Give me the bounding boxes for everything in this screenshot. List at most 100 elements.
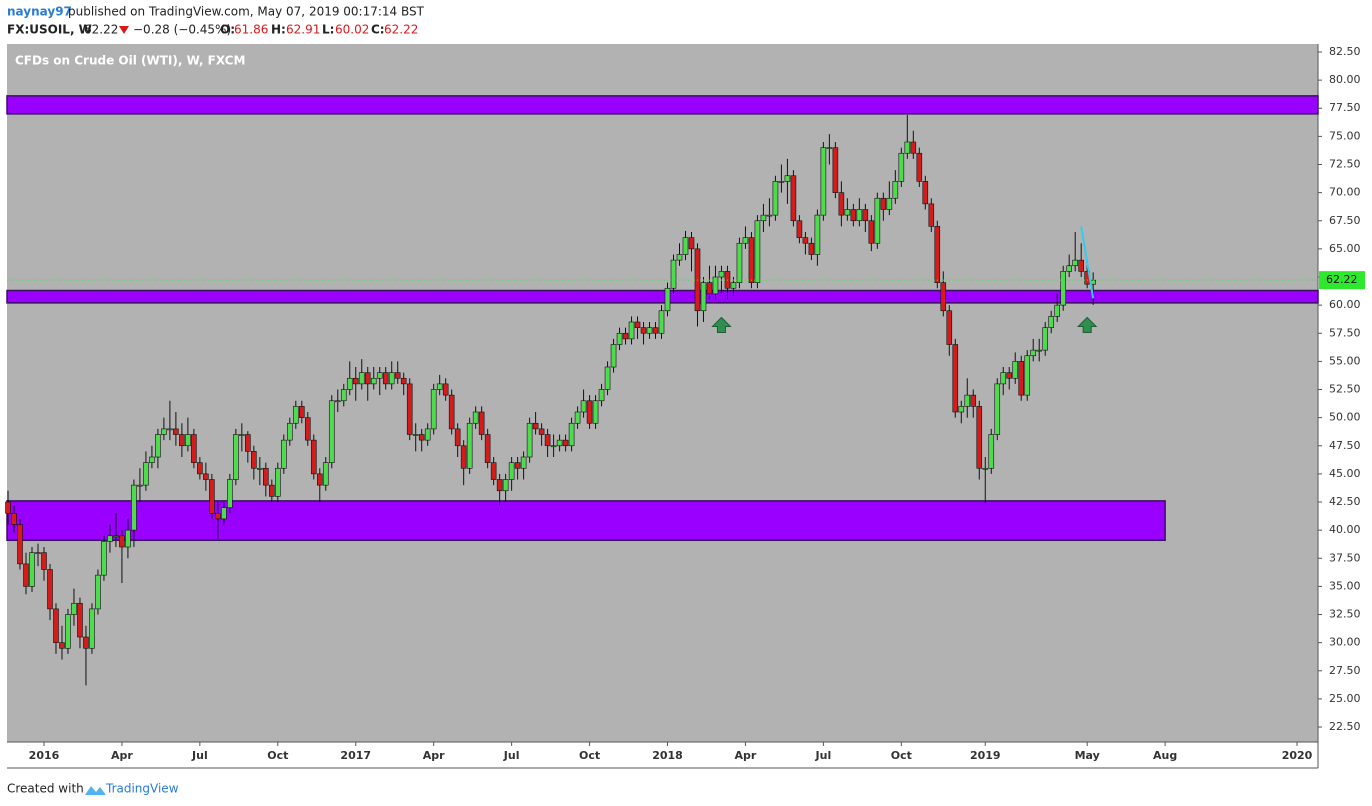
candle-body (65, 614, 71, 649)
candle-body (556, 439, 563, 447)
candle-body (47, 569, 53, 610)
candle-body (784, 175, 791, 182)
candle-body (814, 214, 821, 255)
o-label: O: (220, 23, 235, 37)
x-tick-label: 2018 (652, 749, 683, 762)
candle-body (922, 181, 929, 205)
candle-body (263, 467, 269, 486)
y-tick-label: 30.00 (1329, 636, 1361, 649)
y-tick-label: 32.50 (1329, 608, 1361, 621)
candle-body (532, 422, 539, 430)
candle-body (544, 434, 551, 447)
candle-body (5, 501, 11, 514)
candle-body (340, 389, 347, 402)
candle-body (928, 203, 935, 227)
candle-body (916, 152, 923, 182)
candle-body (628, 321, 635, 340)
x-tick-label: Jul (191, 749, 208, 762)
candle-body (125, 529, 131, 548)
candle-body (580, 400, 587, 413)
candle-body (772, 181, 779, 216)
candle-body (958, 406, 965, 413)
candle-body (227, 479, 233, 508)
zone (6, 500, 1166, 542)
x-tick-label: Oct (891, 749, 912, 762)
candle-body (502, 479, 509, 492)
y-tick-label: 40.00 (1329, 523, 1361, 536)
candle-body (988, 434, 995, 469)
y-tick-label: 52.50 (1329, 383, 1361, 396)
candle-body (203, 473, 209, 480)
x-tick-label: May (1075, 749, 1100, 762)
y-tick-label: 65.00 (1329, 242, 1361, 255)
x-tick-label: Oct (267, 749, 288, 762)
candle-body (898, 152, 905, 182)
candle-body (454, 428, 461, 447)
candle-body (209, 479, 215, 514)
candle-body (538, 428, 545, 435)
candle-body (718, 271, 725, 278)
created-with: Created with (7, 782, 84, 796)
candle-body (1054, 304, 1061, 317)
chart-title: CFDs on Crude Oil (WTI), W, FXCM (15, 54, 245, 68)
candle-body (478, 411, 485, 435)
candle-body (682, 237, 689, 255)
candle-body (424, 428, 431, 441)
candle-body (382, 372, 389, 385)
candle-body (233, 434, 239, 480)
candle-body (322, 462, 329, 486)
candle-body (292, 406, 299, 424)
candle-body (976, 406, 983, 469)
candle-body (304, 417, 311, 441)
h-label: H: (271, 23, 286, 37)
candle-body (1060, 271, 1066, 306)
candle-body (982, 467, 989, 470)
candle-body (436, 383, 443, 390)
candle-body (730, 282, 737, 289)
candle-body (1024, 355, 1031, 396)
y-tick-label: 80.00 (1329, 73, 1361, 86)
candle-body (1078, 259, 1084, 272)
candle-body (245, 434, 251, 452)
candle-body (149, 456, 155, 463)
candle-body (137, 484, 143, 487)
candle-body (856, 209, 863, 222)
y-tick-label: 70.00 (1329, 186, 1361, 199)
author[interactable]: naynay97 (7, 5, 72, 19)
x-tick-label: Aug (1153, 749, 1177, 762)
candle-body (796, 220, 803, 238)
candle-body (376, 372, 383, 379)
x-tick-label: Apr (111, 749, 133, 762)
candle-body (1072, 259, 1078, 267)
candle-body (802, 237, 809, 244)
candle-body (71, 602, 77, 615)
candle-body (1012, 361, 1019, 379)
y-tick-label: 22.50 (1329, 720, 1361, 733)
candle-body (952, 344, 959, 413)
candle-body (940, 282, 947, 312)
x-tick-label: Oct (579, 749, 600, 762)
candle-body (442, 383, 449, 396)
y-tick-label: 25.00 (1329, 692, 1361, 705)
candle-body (994, 383, 1001, 435)
candle-body (1066, 265, 1072, 272)
candle-body (904, 141, 911, 154)
brand[interactable]: TradingView (105, 782, 179, 796)
x-tick-label: 2019 (970, 749, 1001, 762)
candle-body (742, 237, 749, 244)
candle-body (562, 439, 569, 447)
candle-body (370, 377, 377, 385)
last-price-box (1319, 271, 1365, 290)
candle-body (838, 192, 845, 216)
x-tick-label: Jul (815, 749, 832, 762)
candle-body (574, 411, 581, 424)
candle-body (850, 209, 857, 222)
candle-body (808, 242, 815, 255)
candle-body (251, 451, 257, 469)
candle-body (161, 428, 167, 435)
up-arrow (1076, 316, 1098, 334)
candle-body (298, 406, 305, 418)
candle-body (191, 434, 197, 463)
h-value: 62.91 (286, 23, 320, 37)
